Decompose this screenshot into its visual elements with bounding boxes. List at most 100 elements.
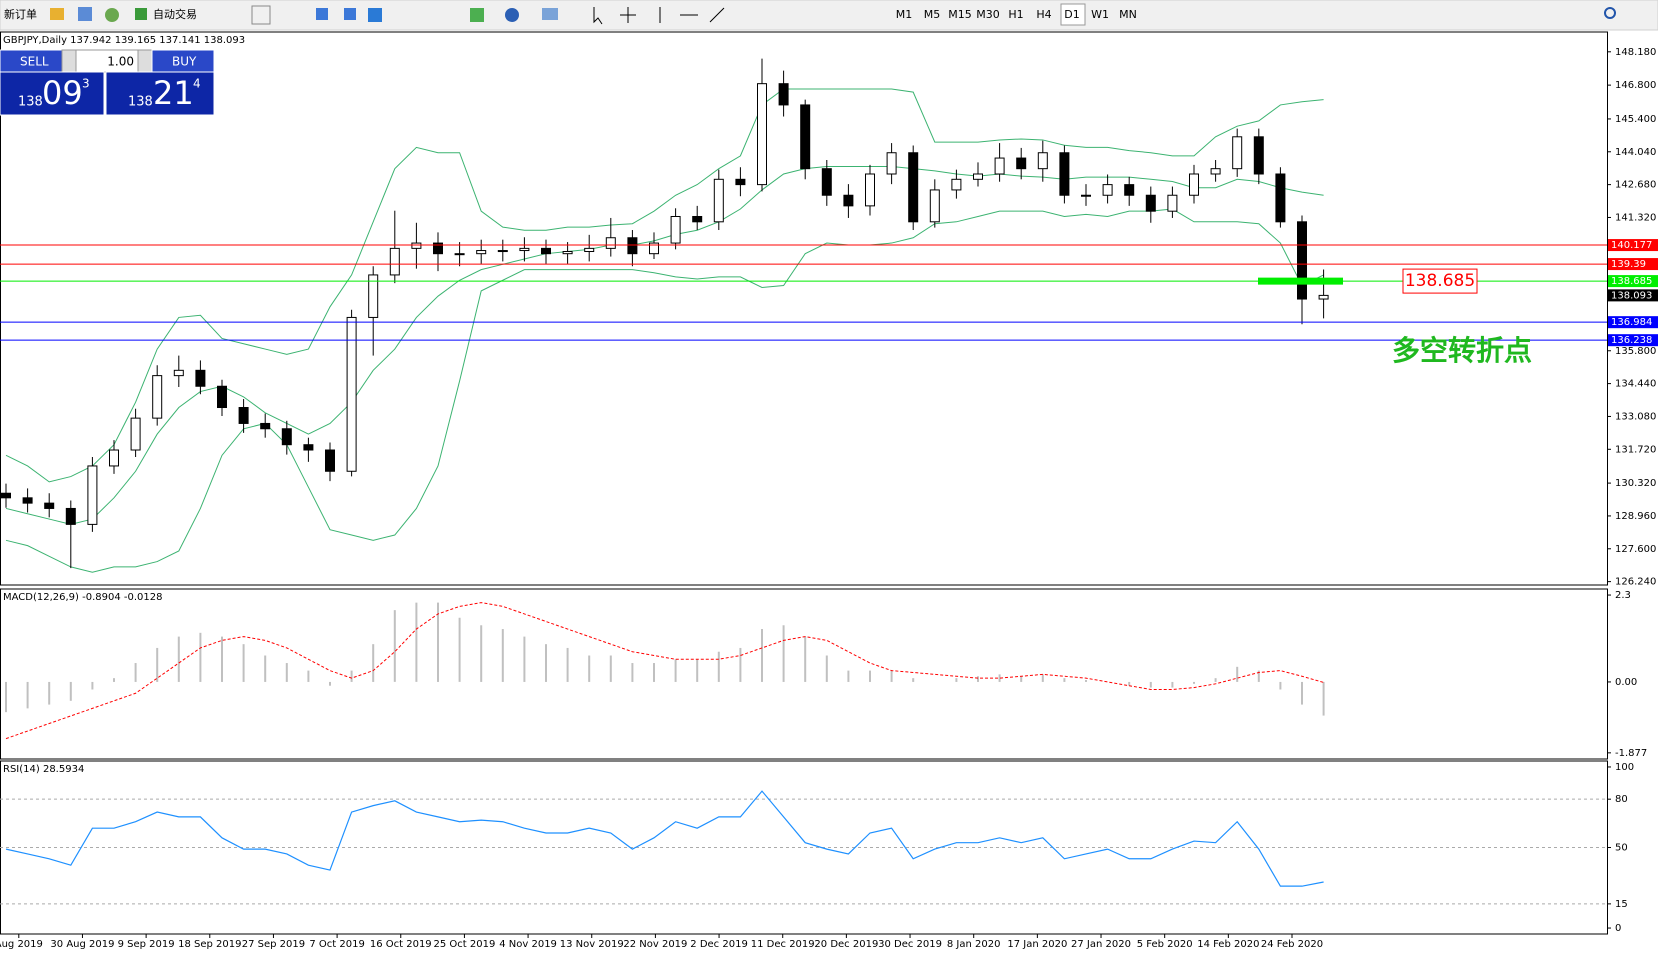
candle-body [22, 497, 33, 504]
bollinger-band [5, 208, 1324, 573]
candle-body [260, 422, 271, 430]
y-tick-label: 130.320 [1615, 478, 1656, 489]
icon[interactable] [505, 8, 519, 22]
candle-body [44, 502, 55, 509]
timeframe[interactable]: H1 [1008, 8, 1023, 21]
y-tick-label: 2.3 [1615, 590, 1631, 601]
sell-price-pip: 3 [82, 77, 90, 91]
icon[interactable] [316, 8, 328, 20]
x-tick-label: 22 Nov 2019 [623, 939, 687, 950]
icon[interactable] [78, 7, 92, 21]
level-label: 140.177 [1611, 240, 1652, 251]
macd-signal [5, 602, 1324, 740]
y-tick-label: 141.320 [1615, 212, 1656, 223]
marker-text: 多空转折点 [1392, 334, 1532, 367]
candle-body [778, 83, 789, 106]
search-icon[interactable] [1604, 7, 1616, 19]
volume-down[interactable] [61, 49, 77, 73]
candle-body [87, 465, 98, 525]
timeframe[interactable]: M5 [924, 8, 941, 21]
timeframe[interactable]: H4 [1036, 8, 1051, 21]
candle-body [497, 250, 508, 253]
volume-value[interactable]: 1.00 [107, 55, 134, 69]
candle-body [109, 449, 119, 467]
rsi-line [5, 790, 1324, 887]
candle-body [173, 369, 184, 377]
candle-body [1102, 184, 1113, 196]
candle-body [562, 251, 573, 255]
icon[interactable] [368, 8, 382, 22]
icon[interactable] [344, 8, 356, 20]
new-order[interactable]: 新订单 [4, 7, 37, 21]
icon[interactable] [470, 8, 484, 22]
price-label: 138.093 [1611, 290, 1652, 301]
trade-panel: SELL 1.00 BUY 138 09 3 138 21 4 [0, 49, 215, 116]
icon[interactable] [251, 5, 271, 25]
candle-body [303, 444, 314, 451]
volume-up[interactable] [137, 49, 153, 73]
y-tick-label: 80 [1615, 794, 1628, 805]
y-tick-label: 0 [1615, 923, 1621, 934]
x-tick-label: 27 Sep 2019 [242, 939, 305, 950]
x-tick-label: 30 Aug 2019 [50, 939, 114, 950]
candle-body [1275, 173, 1286, 223]
timeframe[interactable]: M1 [896, 8, 913, 21]
icon[interactable] [620, 7, 636, 23]
auto-trading[interactable]: 自动交易 [153, 7, 197, 21]
x-tick-label: 2 Dec 2019 [690, 939, 748, 950]
y-tick-label: 142.680 [1615, 180, 1656, 191]
x-tick-label: 8 Jan 2020 [947, 939, 1001, 950]
candle-body [411, 242, 422, 249]
candle-body [605, 237, 616, 249]
sell-price-big: 138 [18, 95, 43, 110]
timeframe[interactable]: M15 [948, 8, 972, 21]
candle-body [238, 407, 249, 424]
x-tick-label: 16 Oct 2019 [370, 939, 432, 950]
candle-body [735, 178, 746, 186]
candle-body [281, 428, 292, 446]
candle-body [368, 274, 379, 318]
candle-body [1210, 168, 1221, 175]
candle-body [1081, 194, 1091, 197]
candle-body [757, 83, 767, 186]
marker-axis-bg [1608, 275, 1658, 288]
level-label: 136.238 [1611, 335, 1652, 346]
buy-price-box[interactable] [105, 71, 215, 116]
candle-body [1232, 136, 1243, 170]
candle-body [346, 316, 357, 472]
pane-title: RSI(14) 28.5934 [3, 764, 84, 775]
timeframe[interactable]: W1 [1091, 8, 1109, 21]
candle-body [519, 247, 530, 252]
icon[interactable] [593, 7, 603, 25]
sell-price-digits: 09 [42, 74, 83, 112]
icon[interactable] [135, 8, 147, 20]
level-label-bg [1608, 239, 1658, 252]
icon[interactable] [659, 7, 725, 23]
buy-label[interactable]: BUY [172, 55, 197, 69]
toolbar: 新订单 自动交易 M1 M5 M15 M30 H1 H4 D1 W1 MN [0, 0, 1658, 31]
price-label-bg [1608, 289, 1658, 302]
level-label: 136.984 [1611, 317, 1652, 328]
y-tick-label: 131.720 [1615, 444, 1656, 455]
x-tick-label: 20 Dec 2019 [814, 939, 878, 950]
candle-body [1, 492, 11, 499]
timeframe[interactable]: D1 [1064, 8, 1079, 21]
icon[interactable] [50, 8, 64, 20]
x-tick-label: 17 Jan 2020 [1007, 939, 1067, 950]
icon[interactable] [105, 8, 119, 22]
icon[interactable] [542, 8, 558, 20]
candle-body [541, 247, 551, 255]
sell-price-box[interactable] [0, 71, 105, 116]
candle-body [951, 178, 962, 191]
x-tick-label: 13 Nov 2019 [560, 939, 624, 950]
marker-axis-label: 138.685 [1611, 276, 1652, 287]
timeframe[interactable]: M30 [976, 8, 1000, 21]
candle-body [1253, 136, 1264, 175]
candle-body [584, 247, 595, 253]
candle-body [670, 215, 681, 244]
timeframe[interactable]: MN [1119, 8, 1137, 21]
candle-body [1037, 152, 1048, 170]
sell-label[interactable]: SELL [20, 55, 49, 69]
candle-body [130, 417, 141, 451]
x-tick-label: 4 Nov 2019 [499, 939, 557, 950]
